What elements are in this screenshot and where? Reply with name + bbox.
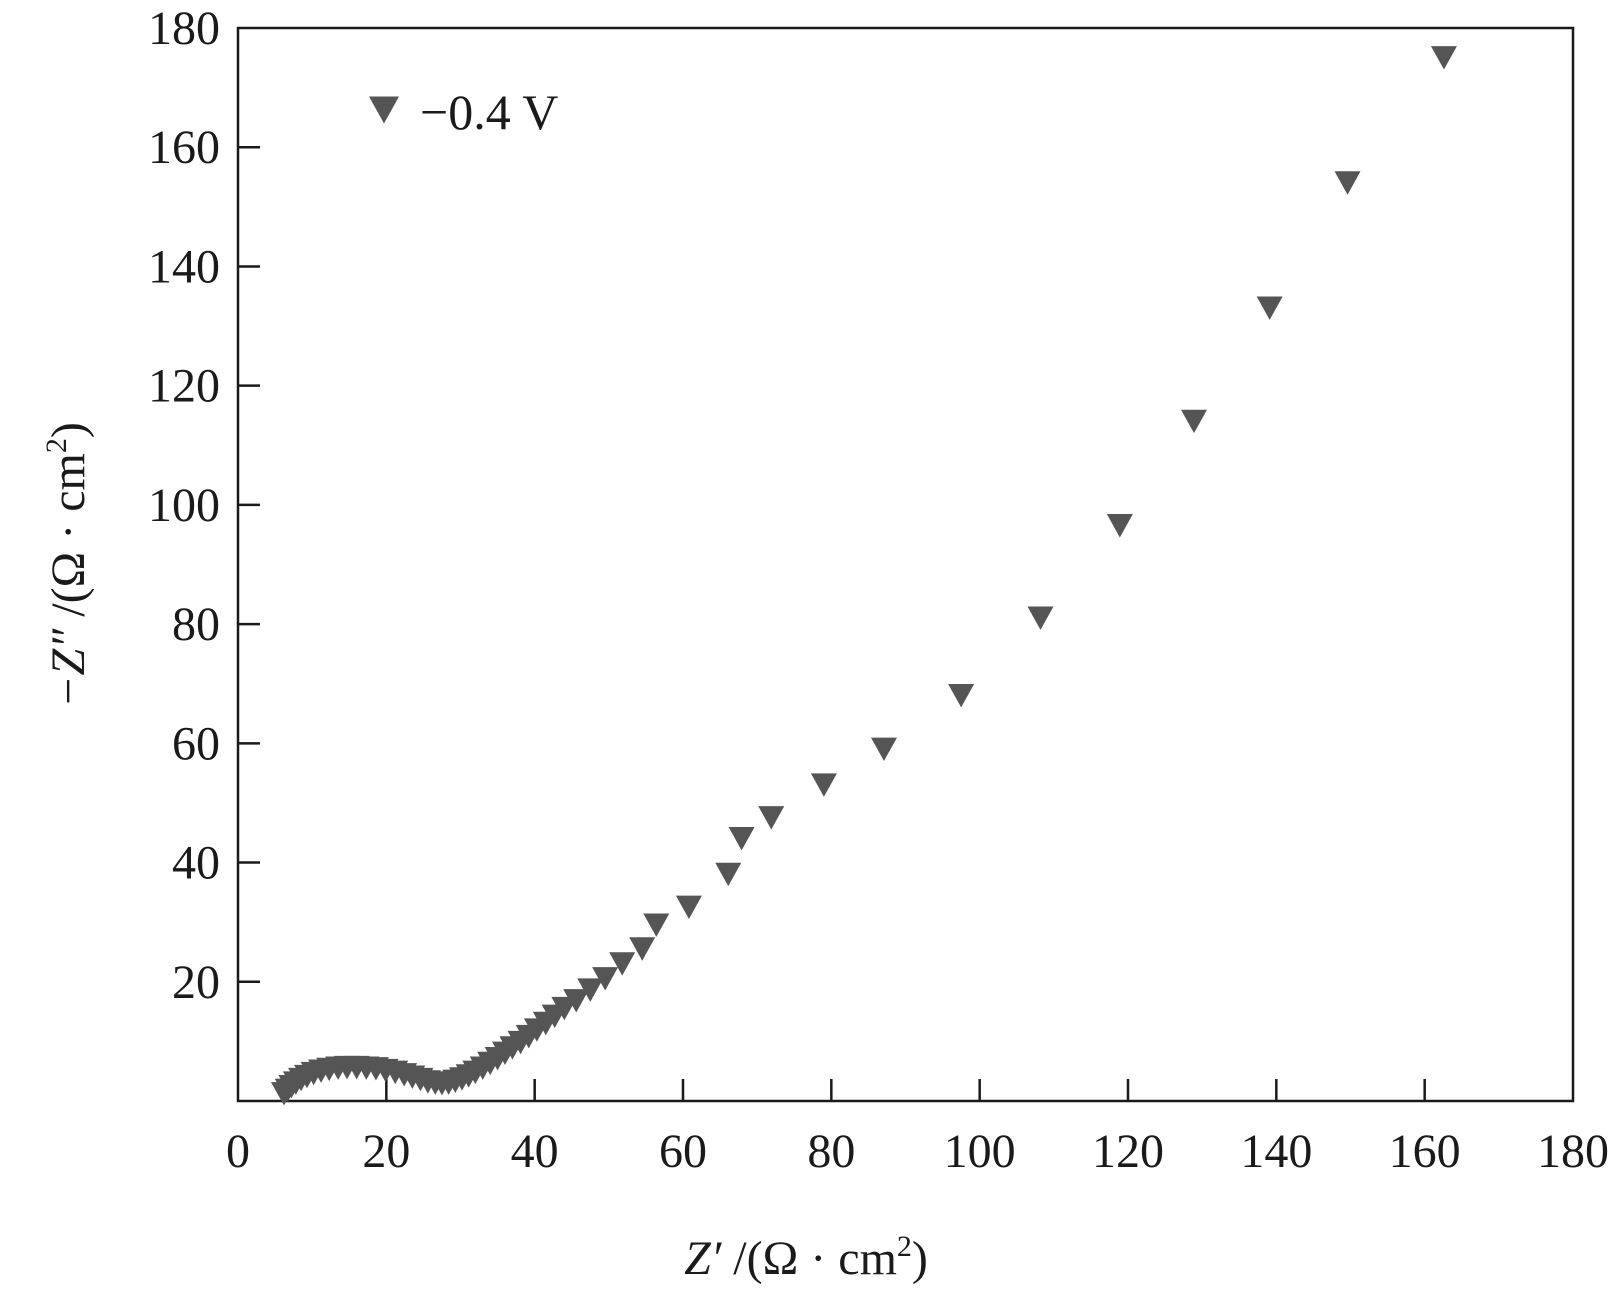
data-point bbox=[592, 967, 619, 991]
data-markers bbox=[270, 46, 1457, 1106]
data-point bbox=[629, 937, 656, 961]
data-point bbox=[563, 989, 590, 1013]
data-point bbox=[1027, 606, 1054, 630]
plot-frame bbox=[236, 26, 1575, 1103]
data-point bbox=[675, 895, 702, 919]
data-point bbox=[870, 737, 897, 761]
data-point bbox=[643, 913, 670, 937]
data-point bbox=[948, 683, 975, 708]
data-point bbox=[810, 773, 837, 797]
x-axis-label: Z′ /(Ω · cm2) bbox=[684, 1230, 928, 1285]
x-tick-label: 100 bbox=[944, 1125, 1016, 1178]
y-tick-label: 40 bbox=[172, 837, 220, 890]
x-tick-label: 60 bbox=[659, 1125, 707, 1178]
y-tick-label: 160 bbox=[148, 121, 220, 174]
x-tick-label: 0 bbox=[226, 1125, 250, 1178]
x-tick-label: 140 bbox=[1240, 1125, 1312, 1178]
data-point bbox=[1106, 514, 1133, 538]
x-axis: 0 20 40 60 80 100 120 140 160 180 bbox=[226, 1079, 1609, 1178]
data-point bbox=[1256, 296, 1283, 320]
data-point bbox=[1181, 409, 1208, 434]
data-point bbox=[758, 806, 785, 830]
y-axis: 20 40 60 80 100 120 140 160 180 bbox=[148, 2, 260, 1009]
x-tick-label: 160 bbox=[1389, 1125, 1461, 1178]
legend-label: −0.4 V bbox=[420, 84, 558, 140]
legend-marker-icon bbox=[369, 96, 399, 124]
y-tick-label: 80 bbox=[172, 598, 220, 651]
y-tick-label: 140 bbox=[148, 240, 220, 293]
data-point bbox=[1430, 46, 1457, 70]
data-point bbox=[577, 978, 604, 1002]
y-axis-label: −Z″ /(Ω · cm2) bbox=[40, 422, 95, 708]
y-tick-label: 180 bbox=[148, 2, 220, 55]
x-tick-label: 40 bbox=[511, 1125, 559, 1178]
x-tick-label: 20 bbox=[362, 1125, 410, 1178]
x-tick-label: 180 bbox=[1537, 1125, 1609, 1178]
data-point bbox=[609, 952, 636, 976]
data-point bbox=[1334, 171, 1361, 195]
y-tick-label: 100 bbox=[148, 479, 220, 532]
y-tick-label: 120 bbox=[148, 360, 220, 413]
data-point bbox=[715, 862, 742, 887]
data-point bbox=[728, 827, 755, 851]
y-tick-label: 60 bbox=[172, 717, 220, 770]
x-tick-label: 120 bbox=[1092, 1125, 1164, 1178]
x-tick-label: 80 bbox=[807, 1125, 855, 1178]
y-tick-label: 20 bbox=[172, 956, 220, 1009]
legend: −0.4 V bbox=[369, 84, 558, 140]
